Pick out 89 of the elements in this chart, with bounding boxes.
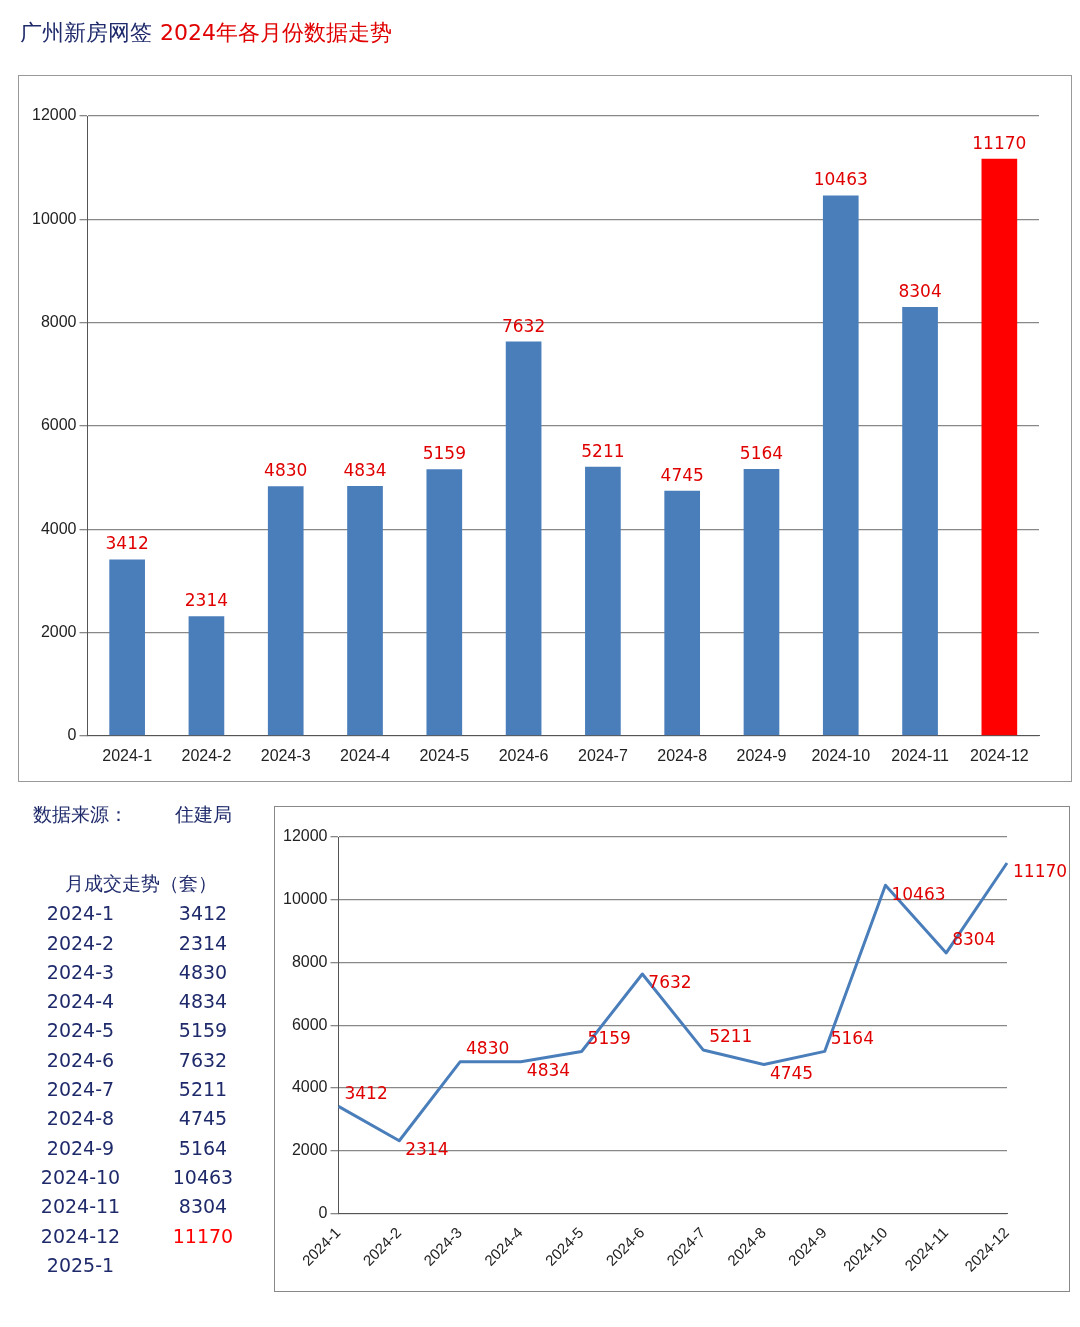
text: 住建局 bbox=[173, 801, 233, 827]
category-label: 2024-2 bbox=[45, 931, 116, 954]
data-label: 7632 bbox=[501, 315, 546, 336]
y-tick-label: 0 bbox=[67, 726, 77, 744]
data-label: 5159 bbox=[422, 443, 466, 464]
y-tick-label: 10000 bbox=[282, 890, 328, 908]
bar bbox=[664, 490, 701, 736]
data-label: 8304 bbox=[177, 1195, 229, 1218]
data-label: 2314 bbox=[184, 590, 229, 611]
data-label: 7632 bbox=[177, 1048, 229, 1071]
data-label: 5211 bbox=[177, 1078, 229, 1101]
data-label: 5211 bbox=[581, 440, 625, 461]
x-tick-label: 2024-4 bbox=[340, 746, 391, 764]
data-label: 4830 bbox=[466, 1038, 510, 1059]
source-note: 数据来源： bbox=[32, 801, 129, 827]
category-label: 2024-5 bbox=[45, 1019, 116, 1042]
data-label: 3412 bbox=[177, 902, 229, 925]
bar bbox=[585, 466, 621, 736]
y-tick-label: 6000 bbox=[40, 416, 77, 434]
data-label: 4834 bbox=[177, 990, 229, 1013]
x-tick-label: 2024-2 bbox=[181, 746, 232, 764]
bar bbox=[267, 486, 304, 736]
category-label: 2024-8 bbox=[45, 1107, 116, 1130]
data-label: 4745 bbox=[769, 1062, 814, 1083]
data-label: 5211 bbox=[709, 1026, 753, 1047]
data-label: 3412 bbox=[344, 1082, 388, 1103]
data-label: 4830 bbox=[264, 460, 308, 481]
chart-title: 广州新房网签 bbox=[20, 20, 152, 45]
category-label: 2024-3 bbox=[45, 960, 116, 983]
y-tick-label: 10000 bbox=[31, 209, 77, 227]
category-label: 2024-11 bbox=[39, 1195, 122, 1218]
data-label: 4745 bbox=[660, 464, 704, 485]
y-tick-label: 2000 bbox=[291, 1141, 328, 1159]
x-tick-label: 2024-8 bbox=[657, 746, 708, 764]
data-label: 4745 bbox=[177, 1107, 229, 1130]
bar bbox=[981, 158, 1018, 736]
bar bbox=[505, 341, 542, 736]
data-label: 2314 bbox=[405, 1139, 449, 1160]
bar bbox=[188, 616, 225, 736]
data-label: 11170 bbox=[1013, 861, 1068, 882]
data-label: 10463 bbox=[891, 883, 946, 904]
y-tick-label: 12000 bbox=[31, 106, 77, 124]
data-label: 5164 bbox=[739, 443, 784, 463]
x-tick-label: 2024-3 bbox=[260, 746, 311, 764]
data-label: 5159 bbox=[177, 1019, 229, 1042]
y-tick-label: 6000 bbox=[291, 1015, 328, 1033]
x-tick-label: 2024-5 bbox=[419, 746, 470, 764]
data-label: 4834 bbox=[526, 1060, 571, 1081]
data-label: 10463 bbox=[813, 169, 868, 190]
data-label: 11170 bbox=[171, 1224, 235, 1247]
x-tick-label: 2024-12 bbox=[969, 746, 1029, 764]
data-label: 4834 bbox=[343, 460, 387, 481]
x-tick-label: 2024-9 bbox=[736, 746, 787, 764]
category-label: 2024-7 bbox=[45, 1078, 116, 1101]
bar bbox=[347, 486, 383, 736]
bar bbox=[109, 559, 145, 736]
x-tick-label: 2024-7 bbox=[577, 746, 628, 764]
data-label: 5164 bbox=[177, 1136, 229, 1159]
data-label: 3412 bbox=[105, 533, 149, 554]
data-label: 5164 bbox=[830, 1027, 874, 1048]
data-label: 10463 bbox=[171, 1165, 235, 1188]
y-tick-label: 4000 bbox=[40, 519, 77, 537]
category-label: 2024-10 bbox=[39, 1165, 122, 1188]
x-tick-label: 2024-6 bbox=[498, 746, 549, 764]
chart-subtitle: 2024年各月份数据走势 bbox=[160, 20, 392, 45]
y-tick-label: 4000 bbox=[291, 1078, 328, 1096]
data-label: 11170 bbox=[972, 132, 1027, 153]
bar bbox=[822, 195, 859, 736]
bar bbox=[743, 469, 780, 736]
y-tick-label: 2000 bbox=[40, 622, 77, 640]
category-label: 2024-9 bbox=[45, 1136, 116, 1159]
data-label: 2314 bbox=[177, 931, 229, 954]
y-tick-label: 0 bbox=[318, 1203, 328, 1221]
x-tick-label: 2024-10 bbox=[811, 746, 871, 764]
category-label: 2024-4 bbox=[45, 990, 116, 1013]
category-label: 2025-1 bbox=[45, 1253, 116, 1276]
bar bbox=[902, 306, 938, 736]
data-label: 7632 bbox=[648, 972, 692, 993]
data-label: 8304 bbox=[898, 280, 942, 301]
x-tick-label: 2024-1 bbox=[102, 746, 153, 764]
y-tick-label: 12000 bbox=[282, 827, 328, 845]
category-label: 2024-1 bbox=[45, 902, 116, 925]
y-tick-label: 8000 bbox=[40, 313, 77, 331]
category-label: 2024-6 bbox=[45, 1048, 116, 1071]
y-tick-label: 8000 bbox=[291, 952, 328, 970]
x-tick-label: 2024-11 bbox=[891, 746, 949, 764]
text: 月成交走势（套） bbox=[63, 870, 218, 896]
bar bbox=[426, 469, 463, 736]
data-label: 4830 bbox=[177, 960, 229, 983]
